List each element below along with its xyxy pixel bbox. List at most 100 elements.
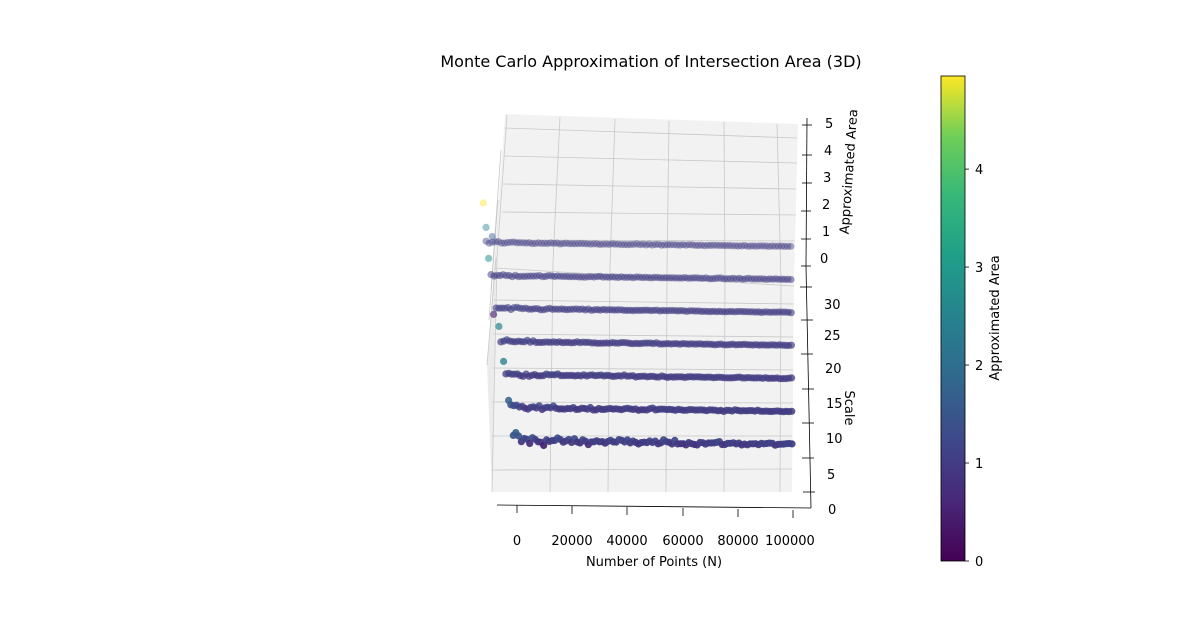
data-point (500, 357, 508, 365)
data-point (624, 241, 632, 249)
x-tick-label: 40000 (606, 534, 647, 549)
data-point (788, 407, 796, 415)
data-point (691, 241, 700, 249)
data-point (504, 239, 512, 247)
data-point (716, 241, 724, 250)
data-point (516, 239, 524, 247)
data-point (725, 241, 733, 250)
data-point (562, 239, 570, 247)
data-point (602, 240, 610, 248)
data-point (756, 242, 764, 250)
data-point (750, 242, 758, 250)
data-point (642, 241, 650, 249)
data-point (510, 238, 518, 246)
data-point (513, 239, 521, 247)
data-point (670, 241, 678, 249)
data-point (490, 310, 498, 318)
data-point (741, 241, 749, 250)
data-point (581, 240, 589, 248)
scatter-points (479, 199, 796, 450)
data-point (488, 238, 496, 246)
data-point (682, 241, 690, 249)
data-point (651, 240, 659, 249)
data-point (688, 241, 696, 249)
z-tick-label: 0 (820, 252, 828, 267)
data-point (494, 238, 502, 246)
y-tick-label: 25 (824, 329, 841, 344)
x-axis-line (496, 504, 812, 509)
data-point (744, 242, 752, 250)
data-point (507, 238, 515, 246)
y-axis-line (805, 265, 812, 509)
data-point (488, 232, 496, 241)
data-point (781, 242, 789, 250)
data-point (574, 240, 583, 248)
colorbar-tick-label: 4 (975, 163, 983, 178)
data-point (676, 241, 684, 249)
data-point (774, 242, 783, 250)
side-pane (487, 114, 505, 492)
data-point (553, 239, 561, 247)
x-tick-label: 100000 (765, 534, 815, 549)
colorbar-tick-label: 2 (975, 359, 983, 374)
data-point (534, 239, 543, 247)
data-point (568, 240, 576, 248)
data-point (704, 241, 712, 249)
data-point (584, 240, 592, 248)
data-point (648, 241, 656, 249)
data-point (547, 239, 555, 247)
data-point (550, 239, 558, 247)
data-point (485, 254, 493, 262)
data-point (526, 439, 534, 448)
data-point (500, 239, 509, 247)
y-tick-label: 0 (828, 503, 836, 518)
data-point (482, 237, 490, 245)
back-pane (496, 114, 798, 282)
x-tick-label: 20000 (551, 534, 592, 549)
x-tick-label: 0 (513, 534, 521, 549)
data-point (667, 241, 675, 249)
data-point (787, 242, 795, 250)
data-point (593, 240, 601, 248)
data-point (719, 241, 727, 249)
data-point (537, 239, 546, 247)
data-point (482, 223, 490, 231)
y-tick-label: 15 (826, 397, 843, 412)
z-tick-label: 3 (823, 171, 831, 186)
axis-ticks: 0 20000 40000 60000 80000 1000000510152025300… (513, 117, 843, 549)
data-point (497, 239, 506, 247)
data-point (737, 242, 746, 250)
data-point (771, 242, 780, 250)
data-point (710, 241, 718, 249)
z-axis-line (805, 117, 808, 267)
data-point (787, 275, 795, 284)
data-point (731, 242, 740, 250)
data-point (571, 240, 579, 248)
data-point (479, 199, 487, 207)
data-point (605, 240, 613, 248)
data-point (759, 242, 767, 250)
data-point (633, 240, 641, 248)
data-point (734, 242, 743, 250)
data-point (722, 242, 730, 250)
data-point (621, 240, 629, 249)
data-point (528, 240, 536, 248)
data-point (544, 239, 552, 248)
data-point (614, 240, 623, 248)
data-point (768, 242, 776, 250)
data-point (577, 239, 586, 248)
data-point (599, 240, 607, 248)
data-point (701, 242, 709, 250)
colorbar-ticks: 0 1 2 3 4 (965, 163, 983, 570)
data-point (788, 440, 796, 448)
data-point (565, 240, 573, 248)
data-point (673, 241, 681, 249)
data-point (519, 239, 527, 247)
z-tick-label: 5 (825, 117, 833, 132)
data-point (525, 239, 533, 247)
colorbar (940, 75, 966, 562)
data-point (495, 322, 503, 330)
x-axis-label: Number of Points (N) (586, 555, 722, 570)
data-point (522, 239, 530, 247)
data-point (590, 240, 598, 248)
